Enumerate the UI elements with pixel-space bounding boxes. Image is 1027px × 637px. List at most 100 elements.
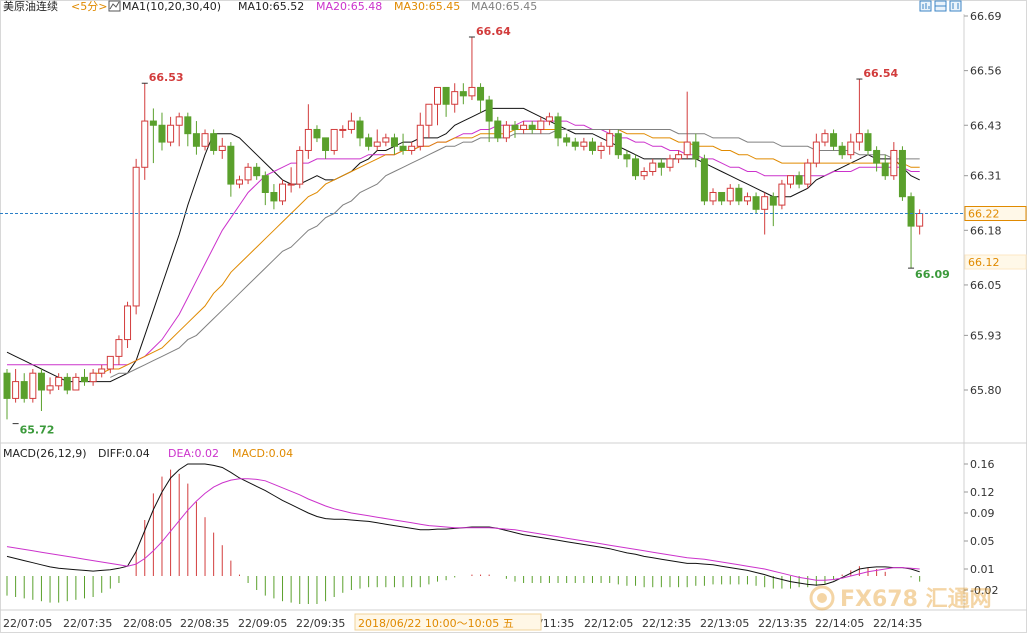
candle	[63, 373, 71, 395]
candle	[459, 83, 467, 105]
candle	[124, 301, 132, 348]
candle-body	[459, 91, 467, 97]
candle-body	[416, 124, 424, 147]
candle-body	[485, 99, 493, 122]
candle-body	[718, 191, 726, 202]
candle-body	[390, 137, 398, 147]
watermark-text: FX678 汇通网	[840, 587, 992, 612]
candle-body	[253, 166, 261, 177]
candle	[640, 167, 648, 180]
candle-body	[821, 133, 829, 143]
candle	[12, 368, 20, 403]
ma-settings-icon[interactable]	[108, 0, 121, 12]
time-tick-label: 22/08:35	[180, 617, 229, 630]
candle	[115, 335, 123, 365]
candle-body	[778, 183, 786, 206]
candle-body	[3, 372, 11, 399]
candle-body	[210, 133, 218, 151]
candle	[907, 192, 915, 269]
candle	[787, 175, 795, 189]
price-tick-label: 66.05	[970, 279, 1002, 292]
candle	[554, 112, 562, 147]
candle	[778, 179, 786, 210]
candle	[330, 128, 338, 155]
candle	[709, 188, 717, 206]
candle	[98, 364, 106, 378]
candle-body	[20, 381, 28, 399]
candle-body	[761, 196, 769, 210]
settings-icon[interactable]	[949, 0, 962, 12]
candle	[399, 133, 407, 155]
candle-body	[700, 158, 708, 202]
candle-body	[838, 145, 846, 156]
ma-line-ma20	[7, 120, 920, 366]
candle	[46, 377, 54, 395]
candle-body	[907, 196, 915, 227]
chart-type-icon[interactable]	[919, 0, 932, 12]
candle-body	[588, 141, 596, 151]
candle-body	[847, 141, 855, 156]
annotation-label: 66.53	[149, 71, 184, 84]
candle	[588, 137, 596, 155]
candle-body	[201, 133, 209, 147]
candle	[55, 373, 63, 390]
candle-body	[115, 339, 123, 357]
candle	[244, 163, 252, 185]
candle-body	[502, 124, 510, 139]
candle	[408, 142, 416, 155]
candle-body	[287, 183, 295, 186]
candle	[149, 108, 157, 164]
candle-body	[640, 170, 648, 177]
candle	[649, 158, 657, 176]
price-tick-label: 66.56	[970, 65, 1002, 78]
candle	[451, 83, 459, 113]
candle-body	[80, 376, 88, 383]
candle-body	[304, 128, 312, 151]
candle	[502, 121, 510, 143]
candle-body	[322, 137, 330, 151]
layout-icon[interactable]	[934, 0, 947, 12]
candle	[580, 137, 588, 151]
candle	[563, 133, 571, 147]
candle-body	[580, 141, 588, 147]
candle	[365, 133, 373, 151]
candle-body	[830, 133, 838, 147]
time-axis: 22/07:05 22/07:35 22/08:05 22/08:35 22/09:05…	[3, 617, 922, 630]
candle	[726, 184, 734, 206]
price-tick-label: 65.93	[970, 329, 1002, 342]
candle-body	[373, 141, 381, 147]
candle-body	[227, 145, 235, 185]
candle-body	[408, 145, 416, 151]
time-tooltip-text: 2018/06/22 10:00～10:05 五	[358, 617, 514, 630]
candle-body	[769, 196, 777, 206]
time-tick-label: 22/13:35	[758, 617, 807, 630]
candle	[72, 373, 80, 391]
macd-lines	[6, 463, 920, 586]
candle	[339, 125, 347, 138]
candle	[322, 137, 330, 159]
time-tick-label: 22/07:35	[63, 617, 112, 630]
candle-body	[365, 137, 373, 147]
candle-body	[46, 385, 54, 391]
candle	[80, 368, 88, 386]
candle	[511, 121, 519, 138]
candle-body	[752, 196, 760, 210]
annotation-label: 66.64	[476, 25, 511, 38]
candle	[847, 133, 855, 159]
candle	[3, 368, 11, 420]
candle-body	[890, 149, 898, 177]
candle-body	[623, 154, 631, 160]
candle-body	[537, 120, 545, 130]
candle	[235, 175, 243, 189]
toolbar	[919, 0, 962, 12]
time-tooltip: 2018/06/22 10:00～10:05 五	[354, 613, 542, 631]
candle	[106, 355, 114, 374]
period-label[interactable]: <5分>	[71, 0, 107, 13]
candle-body	[477, 86, 485, 101]
candle	[821, 129, 829, 147]
dea-value: DEA:0.02	[168, 447, 219, 460]
candle	[261, 171, 269, 206]
candlesticks	[3, 37, 924, 420]
candle-body	[89, 372, 97, 383]
